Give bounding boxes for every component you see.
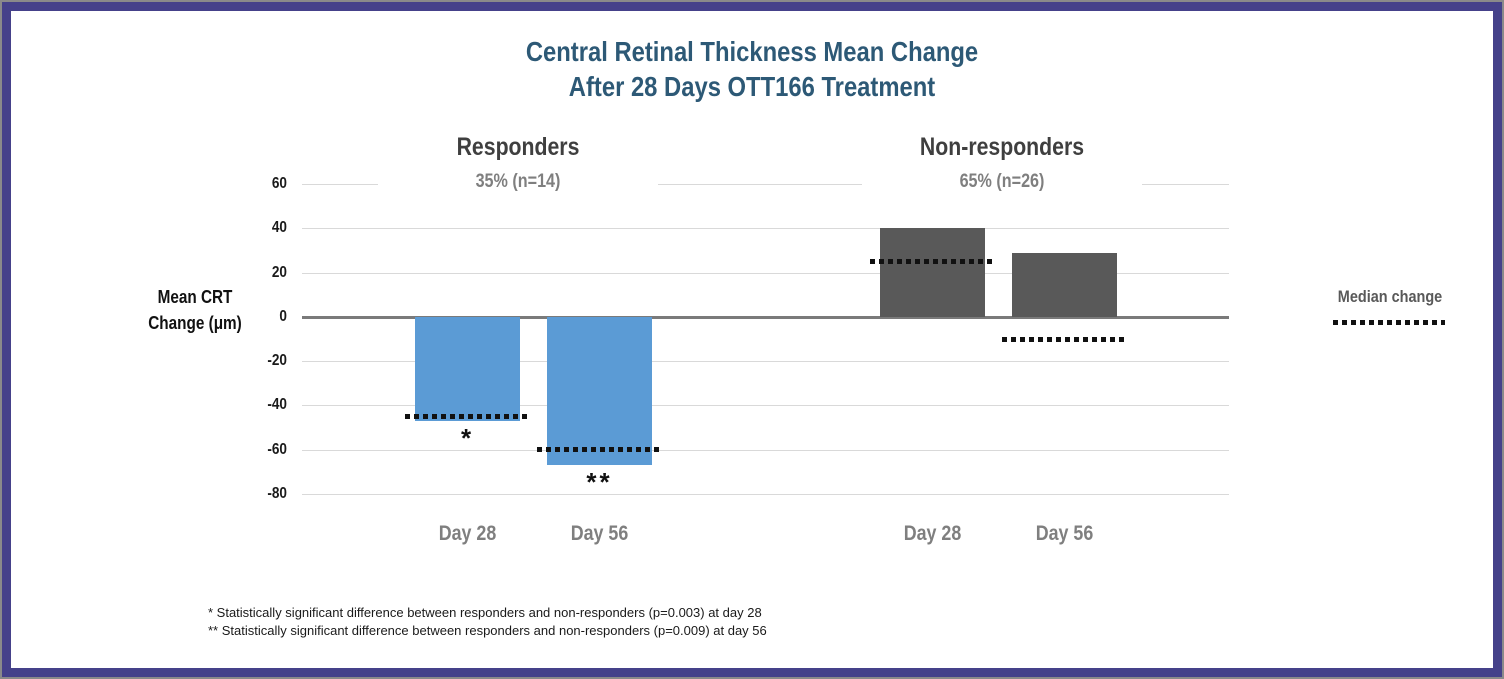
gridline-y--40 [302, 405, 1229, 407]
bar-non-responders-day-56 [1012, 253, 1117, 317]
y-tick-label-20: 20 [271, 263, 287, 281]
chart-title: Central Retinal Thickness Mean Change Af… [0, 34, 1504, 104]
median-line-responders-day-28 [405, 414, 530, 419]
median-line-non-responders-day-28 [870, 259, 995, 264]
x-category-label-text-responders-day-28: Day 28 [438, 522, 497, 545]
y-tick-label--80: -80 [267, 485, 287, 502]
median-line-non-responders-day-56 [1002, 337, 1127, 342]
footnotes: * Statistically significant difference b… [208, 604, 1108, 640]
x-category-label-text-non-responders-day-28: Day 28 [903, 522, 962, 545]
group-share-responders: 35% (n=14) [378, 167, 658, 197]
group-header-responders-label: Responders [456, 133, 580, 161]
group-header-non-responders-label: Non-responders [919, 133, 1085, 161]
x-axis-zero-line [302, 315, 1229, 319]
group-share-responders-label: 35% (n=14) [475, 171, 561, 192]
group-header-responders: Responders [328, 132, 708, 162]
y-axis-label-line-2: Change (μm) [148, 313, 242, 333]
bar-non-responders-day-28 [880, 228, 985, 317]
legend-median-dotted-line-swatch [1333, 320, 1445, 325]
y-axis-label-line-1: Mean CRT [157, 287, 233, 307]
gridline-y-60 [302, 184, 1229, 185]
significance-marker-responders-day-28: * [460, 423, 475, 453]
y-tick-label-60: 60 [271, 175, 287, 192]
gridline-y--60 [302, 449, 1229, 451]
gridline-y--20 [302, 361, 1229, 363]
footnote-day-28: * Statistically significant difference b… [208, 605, 762, 620]
group-share-non-responders: 65% (n=26) [862, 167, 1142, 197]
footnote-day-56: ** Statistically significant difference … [208, 623, 767, 638]
x-category-label-non-responders-day-28: Day 28 [880, 522, 985, 546]
gridline-y-20 [302, 272, 1229, 274]
group-share-non-responders-label: 65% (n=26) [959, 171, 1045, 192]
chart-title-line-1: Central Retinal Thickness Mean Change [525, 36, 979, 67]
bar-responders-day-28 [415, 317, 520, 421]
gridline-y--80 [302, 494, 1229, 495]
gridline-y-40 [302, 228, 1229, 230]
legend-median-change: Median change [1290, 287, 1490, 307]
x-category-label-text-responders-day-56: Day 56 [570, 522, 629, 545]
y-tick-label--20: -20 [267, 352, 287, 370]
x-category-label-text-non-responders-day-56: Day 56 [1035, 522, 1094, 545]
y-tick-label-0: 0 [279, 307, 287, 325]
group-header-non-responders: Non-responders [812, 132, 1192, 162]
y-axis-label: Mean CRT Change (μm) [110, 284, 280, 336]
median-line-responders-day-56 [537, 447, 662, 452]
legend-median-change-label: Median change [1337, 287, 1443, 306]
y-tick-label--60: -60 [267, 440, 287, 458]
plot-area: 60 40 20 0 -20 -40 -60 -80 * Day 28 ** Day 56 Day 28… [267, 175, 1229, 545]
bar-responders-day-56 [547, 317, 652, 465]
x-category-label-non-responders-day-56: Day 56 [1012, 522, 1117, 546]
y-tick-label--40: -40 [267, 396, 287, 414]
y-tick-label-40: 40 [271, 219, 287, 237]
x-category-label-responders-day-28: Day 28 [415, 522, 520, 546]
significance-marker-responders-day-56: ** [586, 467, 613, 497]
x-category-label-responders-day-56: Day 56 [547, 522, 652, 546]
chart-title-line-2: After 28 Days OTT166 Treatment [568, 71, 936, 102]
